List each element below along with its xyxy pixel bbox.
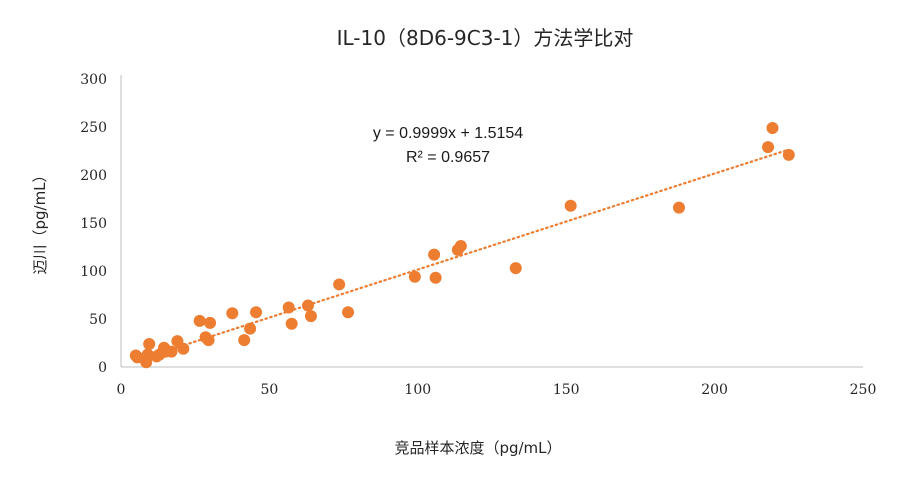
data-point [672, 201, 685, 214]
data-point [177, 342, 190, 355]
data-point [782, 148, 795, 161]
data-point [408, 270, 421, 283]
data-point [429, 271, 442, 284]
trendline [140, 149, 787, 360]
data-point [244, 322, 257, 335]
data-point [285, 317, 298, 330]
data-point [193, 314, 206, 327]
x-tick-label: 50 [260, 382, 278, 398]
y-tick-label: 300 [80, 72, 107, 88]
data-point [766, 121, 779, 134]
data-point [428, 248, 441, 261]
data-point [250, 306, 263, 319]
x-tick-label: 0 [117, 382, 126, 398]
y-axis-tick-labels: 0 50 100 150 200 250 300 [80, 72, 107, 376]
data-point [165, 345, 178, 358]
y-tick-label: 0 [98, 360, 107, 376]
y-tick-label: 150 [80, 216, 107, 232]
data-point [238, 334, 251, 347]
data-point [342, 306, 355, 319]
data-point [282, 301, 295, 314]
data-point [564, 199, 577, 212]
data-point [131, 351, 144, 364]
data-point [304, 310, 317, 323]
data-points [129, 121, 795, 369]
data-point [762, 141, 775, 154]
y-tick-label: 50 [89, 312, 107, 328]
x-axis-title: 竞品样本浓度（pg/mL） [394, 439, 561, 457]
data-point [204, 316, 217, 329]
data-point [202, 334, 215, 347]
data-point [454, 240, 467, 253]
x-tick-label: 100 [404, 382, 431, 398]
data-point [301, 299, 314, 312]
y-tick-label: 200 [80, 168, 107, 184]
y-axis-title: 迈川（pg/mL） [31, 167, 49, 274]
x-axis-tick-labels: 0 50 100 150 200 250 [117, 382, 877, 398]
chart-title: IL-10（8D6-9C3-1）方法学比对 [337, 26, 634, 50]
y-tick-label: 100 [80, 264, 107, 280]
trendline-equation: y = 0.9999x + 1.5154 [373, 125, 523, 142]
data-point [509, 262, 522, 275]
data-point [141, 348, 154, 361]
x-tick-label: 150 [553, 382, 580, 398]
r-squared-label: R² = 0.9657 [406, 149, 490, 166]
data-point [226, 307, 239, 320]
data-point [333, 278, 346, 291]
data-point [143, 337, 156, 350]
x-tick-label: 250 [850, 382, 877, 398]
y-tick-label: 250 [80, 120, 107, 136]
x-tick-label: 200 [701, 382, 728, 398]
